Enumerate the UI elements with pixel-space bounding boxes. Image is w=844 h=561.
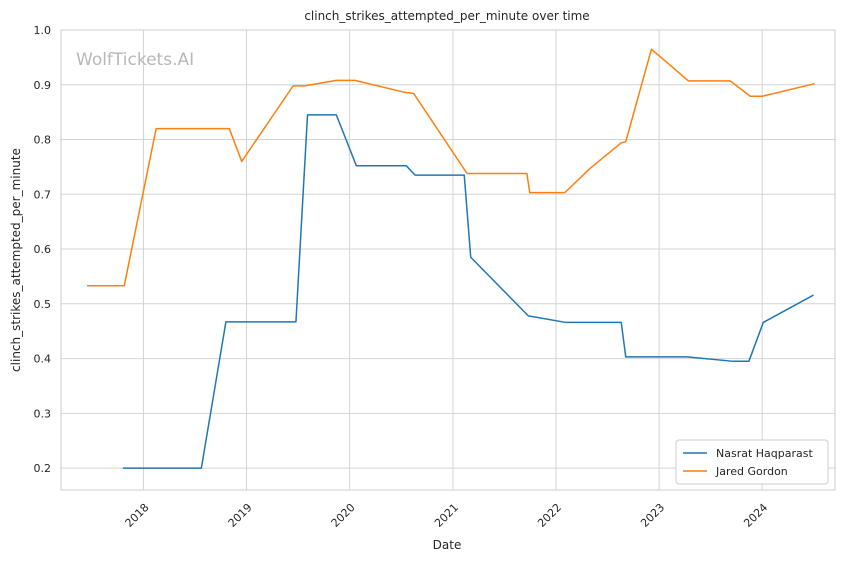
legend-label-series-1: Jared Gordon bbox=[715, 465, 788, 478]
legend: Nasrat Haqparast Jared Gordon bbox=[675, 439, 829, 485]
y-tick-label: 0.5 bbox=[34, 298, 52, 311]
x-tick-label: 2021 bbox=[432, 501, 461, 530]
y-tick-label: 0.2 bbox=[34, 462, 52, 475]
chart-title: clinch_strikes_attempted_per_minute over… bbox=[304, 9, 589, 23]
x-tick-label: 2023 bbox=[638, 501, 667, 530]
tick-layer: 0.2 0.3 0.4 0.5 0.6 0.7 0.8 0.9 1.0 2018 2019 2020 2… bbox=[34, 24, 771, 530]
x-tick-label: 2022 bbox=[535, 501, 564, 530]
series-layer bbox=[86, 48, 815, 469]
legend-label-series-0: Nasrat Haqparast bbox=[716, 447, 813, 460]
y-tick-label: 0.9 bbox=[34, 79, 52, 92]
watermark: WolfTickets.AI bbox=[76, 50, 194, 70]
x-tick-label: 2019 bbox=[226, 501, 255, 530]
y-tick-label: 0.3 bbox=[34, 407, 52, 420]
plot-frame bbox=[60, 29, 836, 491]
y-tick-label: 0.7 bbox=[34, 188, 52, 201]
x-tick-label: 2020 bbox=[329, 501, 358, 530]
grid-layer bbox=[61, 29, 835, 490]
y-tick-label: 0.8 bbox=[34, 134, 52, 147]
series-line-0 bbox=[122, 114, 814, 469]
series-line-1 bbox=[86, 48, 815, 287]
y-axis-label: clinch_strikes_attempted_per_minute bbox=[9, 148, 23, 372]
x-axis-label: Date bbox=[433, 538, 462, 552]
legend-box bbox=[675, 439, 829, 485]
x-tick-label: 2018 bbox=[123, 501, 152, 530]
y-tick-label: 0.4 bbox=[34, 353, 52, 366]
x-tick-label: 2024 bbox=[741, 501, 770, 530]
y-tick-label: 1.0 bbox=[34, 24, 52, 37]
y-tick-label: 0.6 bbox=[34, 243, 52, 256]
